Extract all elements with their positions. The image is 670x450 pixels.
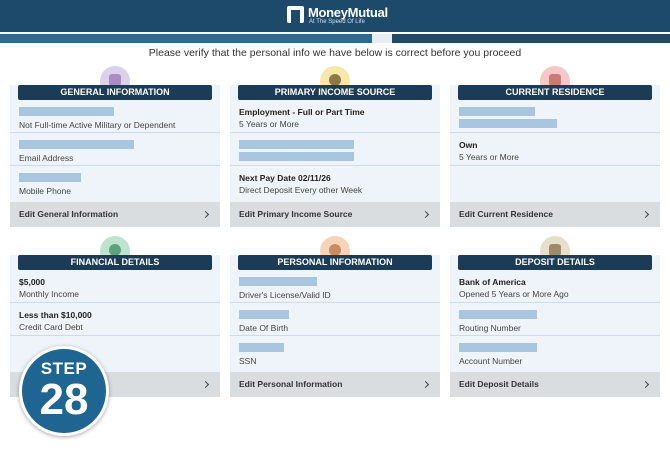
field-value: Bank of America [459,277,526,287]
field-label: 5 Years or More [239,119,300,129]
logo-icon [287,6,304,23]
card-title: CURRENT RESIDENCE [458,85,652,100]
redacted [239,343,284,352]
edit-label[interactable]: Edit General Information [19,209,119,219]
field-label: Opened 5 Years or More Ago [459,289,569,299]
info-card: GENERAL INFORMATION Not Full-time Active… [10,66,220,227]
redacted [19,173,81,182]
card-title: FINANCIAL DETAILS [18,255,212,270]
card-section: Email Address [10,133,220,166]
edit-button[interactable]: Edit Current Residence [450,202,660,227]
redacted [459,343,537,352]
edit-label[interactable]: Edit Primary Income Source [239,209,353,219]
field-label: 5 Years or More [459,152,520,162]
edit-label[interactable]: Edit Deposit Details [459,379,539,389]
instruction: Please verify that the personal info we … [148,47,522,59]
top-bar [0,0,670,32]
info-card: DEPOSIT DETAILS Bank of America Opened 5 … [450,236,660,397]
redacted [239,277,317,286]
info-card: PRIMARY INCOME SOURCE Employment - Full … [230,66,440,227]
logo[interactable]: MoneyMutual [308,5,388,20]
step-badge: STEP 28 [19,346,109,436]
redacted [459,119,557,128]
field-label: Credit Card Debt [19,322,83,332]
card-title: PRIMARY INCOME SOURCE [238,85,432,100]
card-section: SSN [230,336,440,369]
progress-fill [0,34,372,43]
redacted [459,107,535,116]
card-title: DEPOSIT DETAILS [458,255,652,270]
redacted [459,310,537,319]
redacted [239,152,354,161]
edit-button[interactable]: Edit Deposit Details [450,372,660,397]
field-value: $5,000 [19,277,45,287]
redacted [239,310,289,319]
redacted [19,140,134,149]
info-card: PERSONAL INFORMATION Driver's License/Va… [230,236,440,397]
card-section: Routing Number [450,303,660,336]
tagline: At The Speed Of Life [309,19,365,25]
card-section: Next Pay Date 02/11/26 Direct Deposit Eve… [230,166,440,199]
card-section: Less than $10,000 Credit Card Debt [10,303,220,336]
field-label: Monthly Income [19,289,79,299]
field-value: Less than $10,000 [19,310,92,320]
card-section: Employment - Full or Part Time 5 Years or… [230,100,440,133]
chevron [201,210,210,219]
info-card: CURRENT RESIDENCE Own 5 Years or More Edi… [450,66,660,227]
chevron [201,380,210,389]
field-label: Driver's License/Valid ID [239,290,331,300]
card-section: Bank of America Opened 5 Years or More Ag… [450,270,660,303]
card-section [450,100,660,133]
card-section: Driver's License/Valid ID [230,270,440,303]
field-value: Own [459,140,478,150]
chevron [641,210,650,219]
edit-label[interactable]: Edit Personal Information [239,379,343,389]
field-label: SSN [239,356,257,366]
chevron [421,380,430,389]
redacted [239,140,354,149]
edit-label[interactable]: Edit Current Residence [459,209,553,219]
edit-button[interactable]: Edit Primary Income Source [230,202,440,227]
field-value: Next Pay Date 02/11/26 [239,173,331,183]
field-label: Not Full-time Active Military or Depende… [19,120,176,130]
field-label: Mobile Phone [19,186,71,196]
field-label: Routing Number [459,323,521,333]
field-label: Account Number [459,356,523,366]
edit-button[interactable]: Edit General Information [10,202,220,227]
field-label: Direct Deposit Every other Week [239,185,363,195]
card-section [450,166,660,199]
card-section: Date Of Birth [230,303,440,336]
edit-button[interactable]: Edit Personal Information [230,372,440,397]
chevron [421,210,430,219]
card-section: Mobile Phone [10,166,220,199]
card-section [230,133,440,166]
card-title: PERSONAL INFORMATION [238,255,432,270]
progress-marker [372,34,392,43]
card-section: Not Full-time Active Military or Depende… [10,100,220,133]
card-section: Account Number [450,336,660,369]
chevron [641,380,650,389]
step-label: STEP [40,359,88,378]
field-value: Employment - Full or Part Time [239,107,365,117]
field-label: Email Address [19,153,74,163]
card-section: Own 5 Years or More [450,133,660,166]
card-section: $5,000 Monthly Income [10,270,220,303]
card-title: GENERAL INFORMATION [18,85,212,100]
step-number: 28 [39,375,89,424]
field-label: Date Of Birth [239,323,289,333]
redacted [19,107,114,116]
